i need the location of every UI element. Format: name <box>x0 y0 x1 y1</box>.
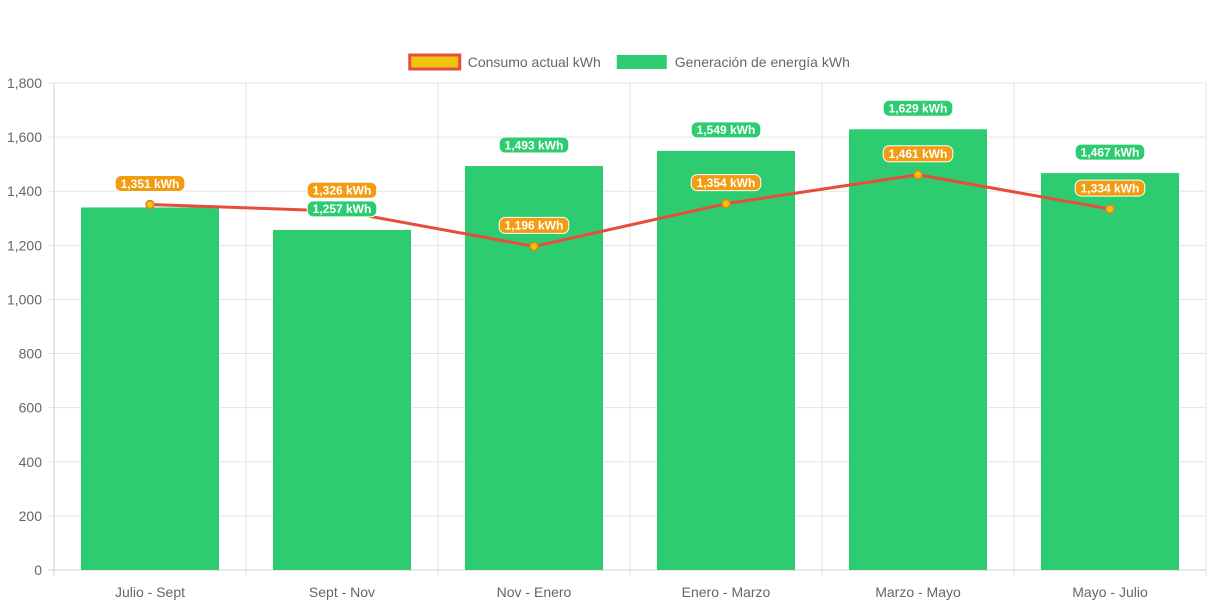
consumption-point[interactable] <box>721 198 731 209</box>
generation-bar[interactable] <box>849 129 987 570</box>
y-tick-label: 400 <box>19 454 43 470</box>
y-tick-label: 1,000 <box>7 291 42 307</box>
y-tick-label: 600 <box>19 400 43 416</box>
svg-text:Generación de energía kWh: Generación de energía kWh <box>675 54 850 70</box>
y-tick-label: 1,200 <box>7 237 42 253</box>
consumption-data-label: 1,334 kWh <box>1074 179 1146 197</box>
grid-lines <box>48 82 1207 576</box>
generation-data-label: 1,467 kWh <box>1074 143 1146 161</box>
svg-text:1,354 kWh: 1,354 kWh <box>697 176 756 190</box>
y-tick-label: 0 <box>34 562 42 578</box>
svg-text:1,334 kWh: 1,334 kWh <box>1081 181 1140 195</box>
x-tick-label: Julio - Sept <box>115 584 185 600</box>
y-tick-label: 200 <box>19 508 43 524</box>
generation-bar[interactable] <box>273 229 411 570</box>
svg-text:1,493 kWh: 1,493 kWh <box>505 138 564 152</box>
svg-text:1,326 kWh: 1,326 kWh <box>313 184 372 198</box>
svg-text:1,351 kWh: 1,351 kWh <box>121 177 180 191</box>
svg-text:1,629 kWh: 1,629 kWh <box>889 102 948 116</box>
svg-text:1,257 kWh: 1,257 kWh <box>313 202 372 216</box>
consumption-point[interactable] <box>145 199 155 210</box>
legend: Consumo actual kWh Generación de energía … <box>408 53 850 71</box>
generation-bar[interactable] <box>1041 173 1179 570</box>
x-axis: Julio - Sept Sept - Nov Nov - Enero Enero -… <box>115 584 1148 600</box>
y-tick-label: 1,800 <box>7 75 42 91</box>
x-tick-label: Nov - Enero <box>497 584 572 600</box>
consumption-data-label: 1,326 kWh <box>306 181 378 199</box>
generation-data-label: 1,493 kWh <box>498 136 570 154</box>
generation-data-label: 1,629 kWh <box>882 99 954 117</box>
y-tick-label: 1,400 <box>7 183 42 199</box>
y-axis: 0 200 400 600 800 1,000 1,200 1,400 1,600 1,800 <box>7 75 42 578</box>
generation-data-label: 1,257 kWh <box>306 200 378 218</box>
svg-text:1,467 kWh: 1,467 kWh <box>1081 145 1140 159</box>
svg-text:1,196 kWh: 1,196 kWh <box>505 219 564 233</box>
generation-bar[interactable] <box>81 207 219 570</box>
consumption-data-label: 1,196 kWh <box>498 216 570 234</box>
consumption-point[interactable] <box>529 241 539 252</box>
generation-bar[interactable] <box>657 150 795 571</box>
consumption-point[interactable] <box>913 169 923 180</box>
svg-text:Consumo actual kWh: Consumo actual kWh <box>468 54 601 70</box>
consumption-data-label: 1,354 kWh <box>690 174 762 192</box>
consumption-data-label: 1,461 kWh <box>882 145 954 163</box>
bar-series <box>81 129 1179 571</box>
svg-text:1,461 kWh: 1,461 kWh <box>889 147 948 161</box>
svg-text:1,549 kWh: 1,549 kWh <box>697 123 756 137</box>
consumption-point[interactable] <box>1105 204 1115 214</box>
data-labels: 1,257 kWh 1,493 kWh 1,549 kWh 1,629 kWh 1,46… <box>114 99 1146 234</box>
y-tick-label: 800 <box>19 346 43 362</box>
x-tick-label: Mayo - Julio <box>1072 584 1148 600</box>
legend-item-consumo[interactable]: Consumo actual kWh <box>408 53 601 71</box>
legend-item-generacion[interactable]: Generación de energía kWh <box>616 54 850 70</box>
x-tick-label: Marzo - Mayo <box>875 584 961 600</box>
x-tick-label: Enero - Marzo <box>682 584 771 600</box>
x-tick-label: Sept - Nov <box>309 584 375 600</box>
y-tick-label: 1,600 <box>7 129 42 145</box>
consumption-data-label: 1,351 kWh <box>114 174 186 192</box>
generation-data-label: 1,549 kWh <box>690 121 762 139</box>
